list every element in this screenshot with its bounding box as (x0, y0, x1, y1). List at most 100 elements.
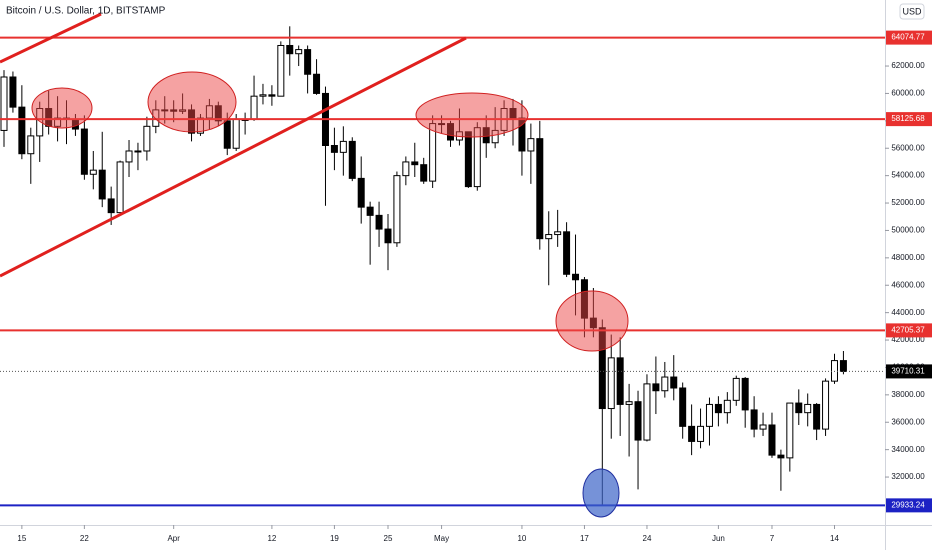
candle-body (393, 175, 401, 244)
trend-line (0, 12, 102, 64)
x-tick-label: 17 (580, 534, 589, 543)
candle-body (384, 228, 392, 244)
candle-body (705, 403, 713, 427)
candle-body (732, 377, 740, 401)
level-tag (886, 112, 932, 127)
candle-body (670, 376, 678, 389)
highlight (31, 87, 93, 129)
candle-body (250, 95, 258, 120)
candle-body (607, 357, 615, 410)
level-label: 64074.77 (891, 33, 925, 42)
chart-title: Bitcoin / U.S. Dollar, 1D, BITSTAMP (6, 6, 166, 17)
currency-button[interactable] (899, 3, 925, 20)
candle-body (107, 198, 115, 214)
candle-body (420, 164, 428, 182)
drawings (0, 12, 629, 518)
candle-body (348, 140, 356, 179)
candle-body (768, 424, 776, 456)
candle-body (661, 376, 669, 392)
candle-body (804, 403, 812, 414)
y-tick-label: 36000.00 (891, 417, 925, 426)
x-tick-label: 19 (330, 534, 339, 543)
candle-body (143, 125, 151, 152)
y-tick-label: 62000.00 (891, 61, 925, 70)
y-tick-label: 44000.00 (891, 308, 925, 317)
x-tick-label: 24 (643, 534, 652, 543)
candle-body (813, 403, 821, 430)
candle-body (563, 231, 571, 275)
x-tick-label: 10 (517, 534, 526, 543)
candle-body (616, 357, 624, 405)
candle-body (411, 161, 419, 166)
candle-body (80, 128, 88, 175)
candle-body (402, 161, 410, 177)
y-tick-label: 52000.00 (891, 198, 925, 207)
y-tick-label: 60000.00 (891, 89, 925, 98)
x-tick-label: 22 (80, 534, 89, 543)
candle-body (714, 403, 722, 414)
axes: 32000.0034000.0036000.0038000.0040000.00… (17, 30, 932, 543)
candle-body (125, 150, 133, 163)
candle-body (89, 169, 97, 175)
candle-body (304, 49, 312, 75)
x-tick-label: 14 (830, 534, 839, 543)
candle-body (429, 123, 437, 182)
candle-body (822, 380, 830, 430)
level-label: 42705.37 (891, 325, 925, 334)
x-tick-label: 12 (267, 534, 276, 543)
candle-body (839, 360, 847, 372)
x-tick-label: May (434, 534, 449, 543)
candle-body (295, 49, 303, 55)
candle-body (554, 231, 562, 236)
x-tick-label: Apr (167, 534, 180, 543)
candle-body (134, 150, 142, 153)
level-label: 29933.24 (891, 500, 925, 509)
level-tag (886, 323, 932, 338)
highlight (415, 92, 529, 138)
candle-body (330, 144, 338, 153)
candle-body (339, 140, 347, 153)
candle-body (223, 120, 231, 149)
candle-body (375, 214, 383, 230)
candle-body (759, 424, 767, 430)
level-tag (886, 498, 932, 513)
candle-body (268, 94, 276, 97)
candle-body (98, 169, 106, 200)
candle-body (232, 118, 240, 149)
last-price-tag (886, 364, 932, 379)
candle-body (9, 76, 17, 108)
last-price-label: 39710.31 (891, 367, 925, 376)
candle-body (786, 402, 794, 459)
candle-body (116, 161, 124, 214)
candle-body (741, 377, 749, 411)
highlight (582, 468, 620, 518)
candle-body (643, 383, 651, 441)
candle-body (536, 138, 544, 240)
candle-body (697, 425, 705, 442)
x-tick-label: Jun (712, 534, 725, 543)
highlight (147, 71, 237, 133)
candle-body (18, 106, 26, 155)
candle-body (277, 44, 285, 97)
y-tick-label: 46000.00 (891, 280, 925, 289)
candle-body (286, 44, 294, 55)
candle-body (723, 399, 731, 414)
candle-body (777, 454, 785, 459)
candle-body (464, 131, 472, 188)
y-tick-label: 38000.00 (891, 390, 925, 399)
candle-body (625, 401, 633, 405)
x-tick-label: 15 (17, 534, 26, 543)
candle-body (545, 234, 553, 240)
candle-body (366, 206, 374, 216)
y-tick-label: 48000.00 (891, 253, 925, 262)
trend-line (0, 36, 467, 278)
candle-body (259, 94, 267, 97)
candle-body (572, 273, 580, 281)
currency-label[interactable]: USD (902, 6, 922, 16)
candle-body (830, 360, 838, 382)
y-tick-label: 42000.00 (891, 335, 925, 344)
candle-body (634, 401, 642, 441)
candle-body (357, 177, 365, 208)
x-tick-label: 25 (384, 534, 393, 543)
candle-body (0, 76, 8, 131)
